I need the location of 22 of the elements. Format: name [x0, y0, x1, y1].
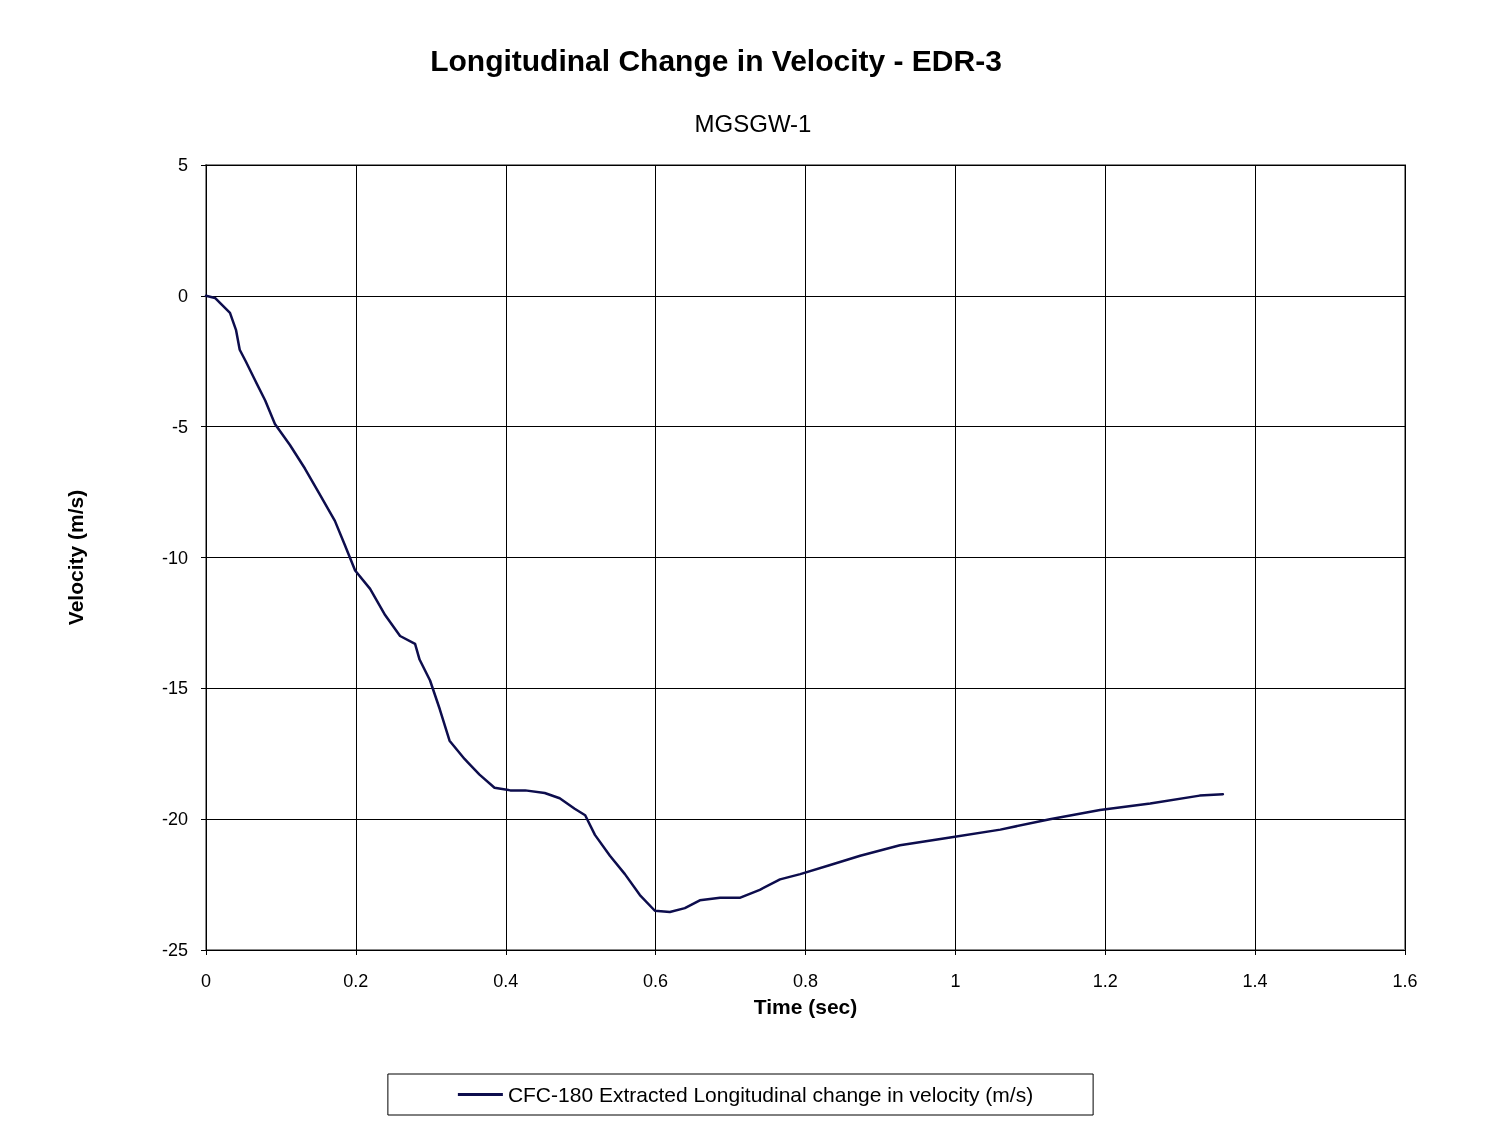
- x-tick-label: 1: [950, 971, 961, 991]
- chart-subtitle: MGSGW-1: [694, 109, 812, 137]
- y-tick-label: 5: [177, 155, 188, 175]
- y-tick-label: -5: [171, 416, 188, 437]
- y-tick-label: -15: [161, 678, 188, 699]
- x-tick-label: 0.2: [343, 971, 369, 991]
- chart-title: Longitudinal Change in Velocity - EDR-3: [430, 43, 1002, 77]
- x-tick-label: 0.8: [792, 971, 819, 991]
- x-tick-label: 0.4: [493, 971, 519, 991]
- y-axis-title: Velocity (m/s): [64, 489, 87, 626]
- x-axis-title: Time (sec): [753, 995, 858, 1018]
- x-tick-label: 0.6: [643, 971, 669, 991]
- y-tick-label: -25: [161, 940, 188, 960]
- legend-label: CFC-180 Extracted Longitudinal change in velocity (m/s): [507, 1083, 1034, 1106]
- x-tick-label: 1.2: [1092, 971, 1118, 991]
- x-tick-label: 0: [200, 971, 212, 991]
- y-tick-label: -10: [161, 547, 188, 568]
- x-tick-label: 1.4: [1242, 971, 1268, 991]
- x-tick-label: 1.6: [1392, 971, 1418, 991]
- y-tick-label: -20: [161, 809, 188, 830]
- line-series: [204, 294, 1225, 914]
- y-tick-label: 0: [177, 285, 188, 306]
